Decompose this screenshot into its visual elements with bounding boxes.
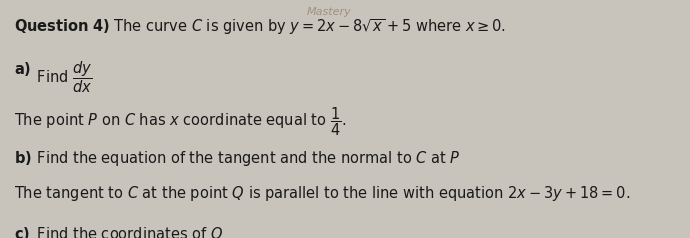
Text: The tangent to $C$ at the point $Q$ is parallel to the line with equation $2x - : The tangent to $C$ at the point $Q$ is p… bbox=[14, 184, 631, 203]
Text: $\bf{a)}$: $\bf{a)}$ bbox=[14, 60, 32, 78]
Text: $\bf{Question\ 4)}$: $\bf{Question\ 4)}$ bbox=[14, 17, 110, 35]
Text: The point $P$ on $C$ has $x$ coordinate equal to $\dfrac{1}{4}$.: The point $P$ on $C$ has $x$ coordinate … bbox=[14, 106, 347, 139]
Text: Find $\dfrac{dy}{dx}$: Find $\dfrac{dy}{dx}$ bbox=[32, 60, 92, 95]
Text: The curve $C$ is given by $y = 2x - 8\sqrt{x} + 5$ where $x \geq 0$.: The curve $C$ is given by $y = 2x - 8\sq… bbox=[109, 17, 506, 37]
Text: Mastery: Mastery bbox=[307, 7, 352, 17]
Text: Find the coordinates of $Q$: Find the coordinates of $Q$ bbox=[32, 225, 223, 238]
Text: Find the equation of the tangent and the normal to $C$ at $P$: Find the equation of the tangent and the… bbox=[32, 149, 460, 168]
Text: $\bf{c)}$: $\bf{c)}$ bbox=[14, 225, 30, 238]
Text: $\bf{b)}$: $\bf{b)}$ bbox=[14, 149, 32, 167]
